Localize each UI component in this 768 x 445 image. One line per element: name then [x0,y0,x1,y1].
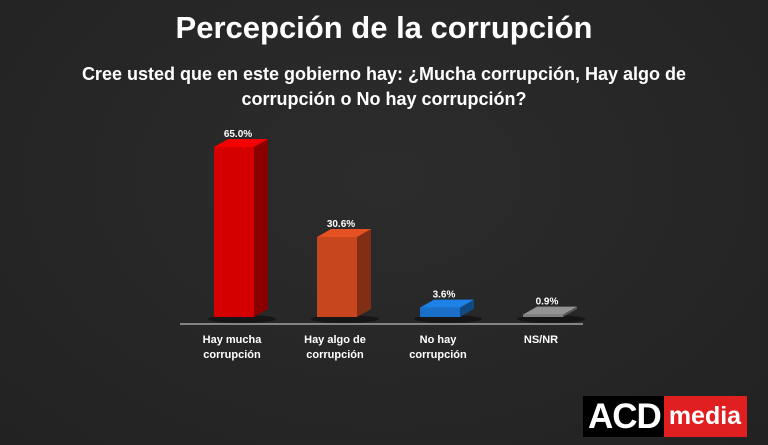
bar-side [563,306,577,317]
logo-media: media [663,396,748,437]
logo-acd: ACD [583,396,664,437]
bar-front [214,147,254,317]
bar-front [523,314,563,317]
data-label: 65.0% [224,129,252,140]
bar-front [420,307,460,317]
bar-top [214,139,268,147]
category-label: corrupción [306,349,364,361]
category-label: NS/NR [524,334,558,346]
bar-side [357,228,371,317]
category-label: No hay [420,334,458,346]
data-label: 0.9% [536,297,559,308]
bar-front [317,236,357,317]
bar-top [523,306,577,315]
chart-title: Percepción de la corrupción [175,10,593,45]
category-label: Hay mucha [203,334,263,346]
category-label: Hay algo de [304,334,366,346]
bar-top [317,228,371,237]
data-label: 3.6% [433,290,456,301]
bar-side [460,299,474,317]
data-label: 30.6% [327,219,355,230]
category-label: corrupción [409,349,467,361]
chart-subtitle: Cree usted que en este gobierno hay: ¿Mu… [81,64,687,109]
category-label: corrupción [203,349,261,361]
bar-top [420,299,474,308]
bar-side [254,139,268,317]
acd-media-logo: ACD media [583,396,748,437]
